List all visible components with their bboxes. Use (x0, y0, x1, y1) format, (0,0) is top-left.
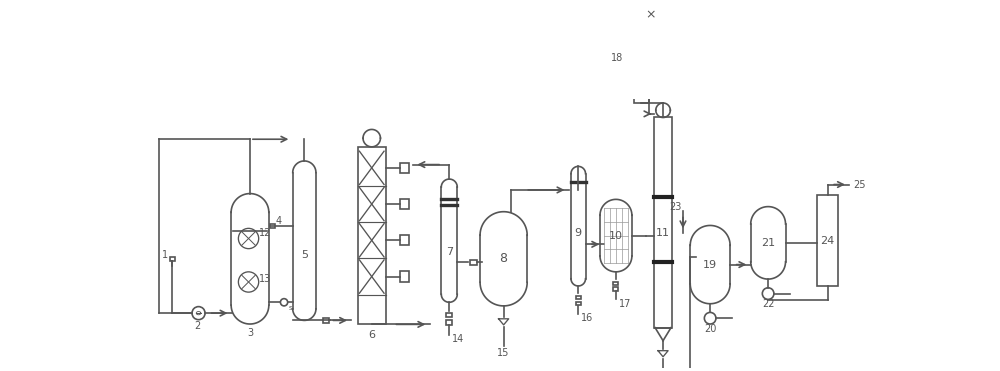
Bar (446, 313, 452, 318)
Text: 6: 6 (368, 329, 375, 339)
Bar (400, 199, 409, 209)
Bar (817, 196, 838, 286)
Bar (654, 118, 672, 328)
Text: 19: 19 (703, 260, 717, 270)
Bar (323, 318, 329, 322)
Text: 18: 18 (611, 53, 623, 63)
Bar (400, 272, 409, 282)
Text: 17: 17 (619, 299, 631, 309)
Bar (576, 302, 581, 305)
Bar (662, 64, 670, 69)
Text: 25: 25 (853, 180, 865, 190)
Bar (470, 260, 477, 265)
Text: 2: 2 (194, 321, 200, 331)
Bar (613, 282, 618, 285)
Text: 9: 9 (575, 229, 582, 239)
Text: 10: 10 (609, 231, 623, 241)
Bar (613, 64, 620, 69)
Text: 14: 14 (452, 334, 464, 344)
Bar (634, 30, 649, 103)
Text: 5: 5 (301, 250, 308, 260)
Text: 13: 13 (259, 274, 271, 284)
Bar (270, 224, 275, 229)
Text: 24: 24 (820, 236, 835, 246)
Text: ×: × (646, 8, 656, 21)
Text: 20: 20 (704, 324, 716, 334)
Bar (613, 288, 618, 291)
Bar (400, 235, 409, 245)
Bar (576, 296, 581, 299)
Text: 1: 1 (162, 250, 168, 260)
Text: 4: 4 (276, 216, 282, 226)
Text: 16: 16 (581, 313, 593, 323)
Text: 15: 15 (497, 348, 510, 358)
Text: 22: 22 (762, 299, 774, 309)
Text: 3: 3 (247, 328, 253, 338)
Text: 8: 8 (500, 252, 508, 265)
Text: 11: 11 (656, 229, 670, 239)
Text: 21: 21 (761, 238, 775, 248)
Text: s: s (289, 305, 292, 311)
Text: 7: 7 (446, 247, 453, 257)
Text: 23: 23 (670, 202, 682, 212)
Bar (170, 257, 175, 261)
Bar (400, 163, 409, 173)
Bar (358, 147, 386, 324)
Text: 12: 12 (259, 229, 271, 239)
Bar (446, 321, 452, 325)
